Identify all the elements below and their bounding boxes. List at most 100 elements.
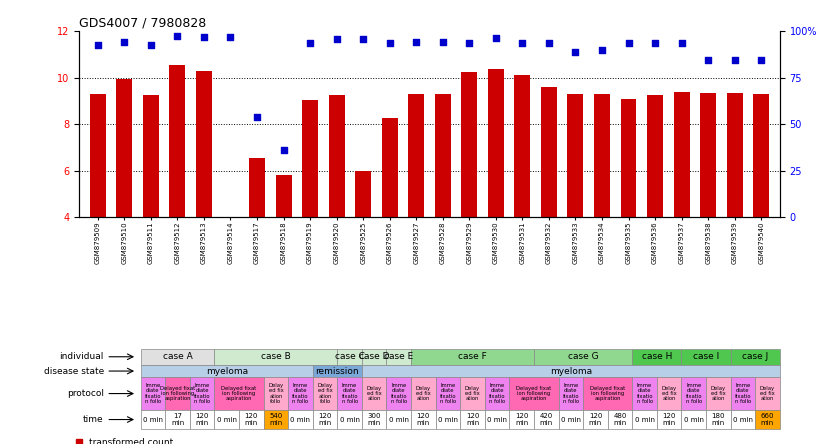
Bar [362,377,386,410]
Bar [583,410,608,429]
Bar [701,93,716,218]
Text: case H: case H [641,352,672,361]
Text: Imme
diate
fixatio
n follo: Imme diate fixatio n follo [341,383,358,404]
Bar [190,377,214,410]
Point [463,39,476,46]
Bar [362,410,386,429]
Text: case G: case G [568,352,599,361]
Text: 0 min: 0 min [560,416,580,423]
Text: 120
min: 120 min [466,413,480,426]
Point [304,39,317,46]
Bar [411,349,534,365]
Bar [460,377,485,410]
Bar [264,410,289,429]
Text: GDS4007 / 7980828: GDS4007 / 7980828 [79,17,207,30]
Text: 120
min: 120 min [589,413,602,426]
Point [224,33,237,40]
Point [198,33,211,40]
Bar [264,377,289,410]
Text: Delayed fixat
ion following
aspiration: Delayed fixat ion following aspiration [516,386,551,401]
Text: Delay
ed fix
ation
follo: Delay ed fix ation follo [318,383,333,404]
Point [622,39,636,46]
Point [250,114,264,121]
Bar [681,410,706,429]
Bar [141,410,165,429]
Point [383,39,396,46]
Bar [681,349,731,365]
Point [515,39,529,46]
Text: Delay
ed fix
ation: Delay ed fix ation [661,386,676,401]
Text: case I: case I [693,352,719,361]
Bar [731,410,756,429]
Point [409,38,423,45]
Bar [337,349,362,365]
Text: 180
min: 180 min [711,413,725,426]
Bar [214,410,239,429]
Bar [190,410,214,429]
Bar [141,377,165,410]
Bar [706,377,731,410]
Bar [337,410,362,429]
Bar [681,377,706,410]
Text: Imme
diate
fixatio
n follo: Imme diate fixatio n follo [563,383,579,404]
Text: 420
min: 420 min [540,413,553,426]
Text: Delay
ed fix
ation: Delay ed fix ation [465,386,480,401]
Bar [289,377,313,410]
Bar [620,99,636,218]
Text: 120
min: 120 min [662,413,676,426]
Point [648,39,661,46]
Bar [632,410,657,429]
Text: Delay
ed fix
ation: Delay ed fix ation [760,386,775,401]
Bar [141,365,313,377]
Bar [726,93,742,218]
Point [490,35,503,42]
Text: remission: remission [315,367,359,376]
Bar [534,349,632,365]
Bar [386,410,411,429]
Bar [435,377,460,410]
Bar [313,410,337,429]
Text: case B: case B [261,352,291,361]
Bar [435,94,450,218]
Point [675,39,688,46]
Bar [302,100,318,218]
Bar [313,365,362,377]
Text: 540
min: 540 min [269,413,283,426]
Text: case D: case D [359,352,389,361]
Bar [239,410,264,429]
Text: 120
min: 120 min [195,413,208,426]
Bar [534,410,559,429]
Bar [657,410,681,429]
Text: Imme
diate
fixatio
n follo: Imme diate fixatio n follo [390,383,407,404]
Bar [756,377,780,410]
Point [542,39,555,46]
Bar [632,377,657,410]
Text: 0 min: 0 min [339,416,359,423]
Bar [411,410,435,429]
Bar [485,377,510,410]
Bar [559,410,583,429]
Bar [753,94,769,218]
Bar [165,410,190,429]
Point [118,38,131,45]
Text: 120
min: 120 min [417,413,430,426]
Text: protocol: protocol [67,389,103,398]
Bar [541,87,557,218]
Bar [313,377,337,410]
Bar [756,410,780,429]
Text: 0 min: 0 min [733,416,753,423]
Text: Imme
diate
fixatio
n follo: Imme diate fixatio n follo [193,383,210,404]
Text: Delayed fixat
ion following
aspiration: Delayed fixat ion following aspiration [590,386,626,401]
Point [277,146,290,153]
Text: Imme
diate
fixatio
n follo: Imme diate fixatio n follo [686,383,702,404]
Bar [460,410,485,429]
Text: Imme
diate
fixatio
n follo: Imme diate fixatio n follo [292,383,309,404]
Bar [411,377,435,410]
Text: 0 min: 0 min [635,416,655,423]
Point [436,38,450,45]
Bar [608,410,632,429]
Text: Delay
ed fix
ation
follo: Delay ed fix ation follo [269,383,284,404]
Bar [731,349,780,365]
Bar [143,95,158,218]
Bar [647,95,663,218]
